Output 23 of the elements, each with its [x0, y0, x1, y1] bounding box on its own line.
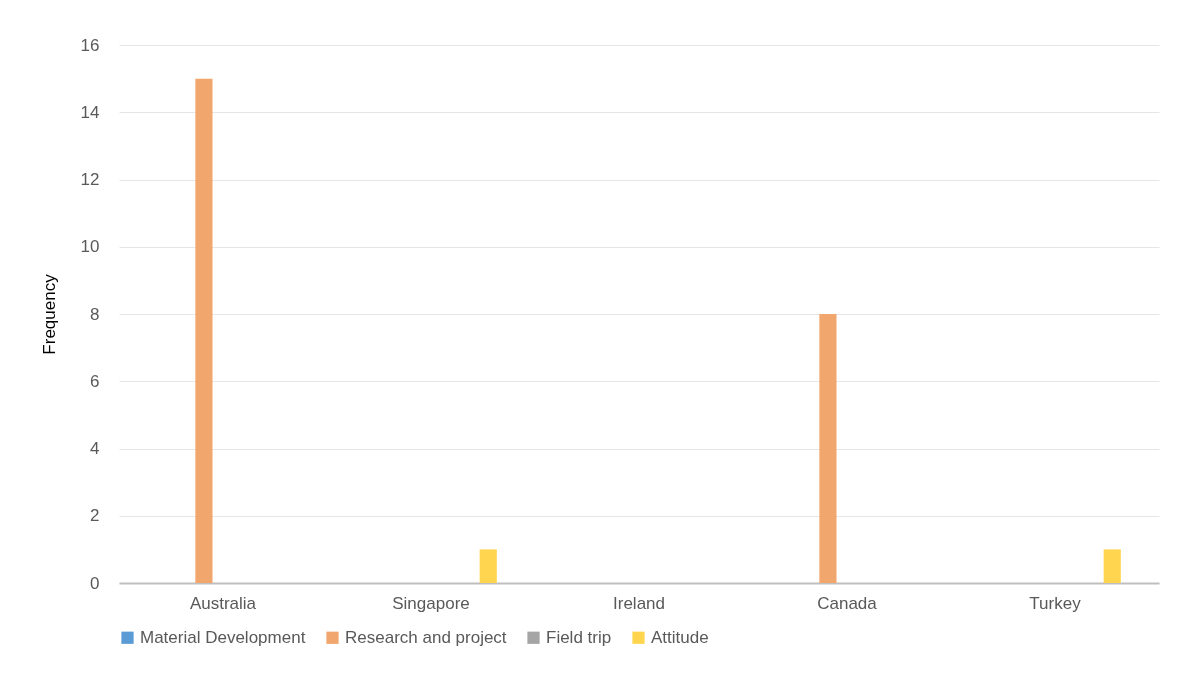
legend-label: Attitude — [651, 627, 709, 647]
bar — [479, 549, 497, 583]
y-tick-label: 8 — [90, 304, 100, 324]
y-tick-label: 16 — [80, 35, 100, 55]
bar — [1103, 549, 1121, 583]
legend-label: Field trip — [546, 627, 612, 647]
y-tick-label: 6 — [90, 371, 100, 391]
y-tick-label: 14 — [80, 102, 100, 122]
legend-label: Research and project — [345, 627, 507, 647]
y-tick-label: 0 — [90, 573, 100, 593]
x-tick-label: Turkey — [1029, 593, 1082, 613]
bar — [195, 78, 213, 583]
x-tick-label: Australia — [189, 593, 257, 613]
y-tick-label: 10 — [80, 237, 100, 257]
y-tick-label: 12 — [80, 170, 100, 189]
y-tick-label: 2 — [90, 506, 100, 526]
y-tick-label: 4 — [90, 439, 100, 458]
x-tick-label: Ireland — [613, 593, 665, 613]
legend-label: Material Development — [140, 627, 306, 647]
x-tick-label: Canada — [817, 593, 878, 613]
bar — [819, 314, 837, 583]
y-axis-title: Frequency — [39, 273, 59, 355]
x-tick-label: Singapore — [392, 593, 470, 613]
